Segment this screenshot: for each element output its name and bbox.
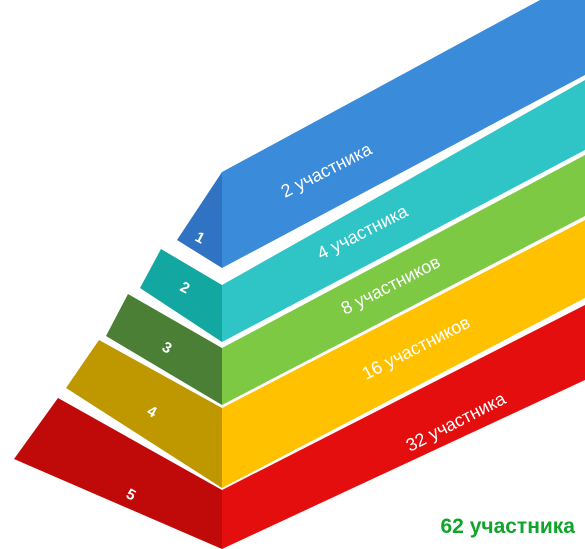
level-5-right-face	[222, 305, 585, 549]
level-3-left-face	[106, 294, 222, 405]
total-participants-label: 62 участника	[440, 515, 576, 538]
level-4-left-face	[66, 340, 222, 488]
level-4-right-face	[222, 220, 585, 488]
pyramid-level-3: 3 8 участников	[106, 155, 585, 405]
level-2-left-face	[140, 249, 222, 342]
level-3-right-face	[222, 155, 585, 405]
level-1-left-face	[177, 172, 222, 268]
level-5-left-face	[14, 398, 222, 549]
pyramid-level-1: 1 2 участника	[177, 0, 585, 268]
level-2-right-face	[222, 80, 585, 342]
level-1-right-face	[222, 0, 585, 268]
